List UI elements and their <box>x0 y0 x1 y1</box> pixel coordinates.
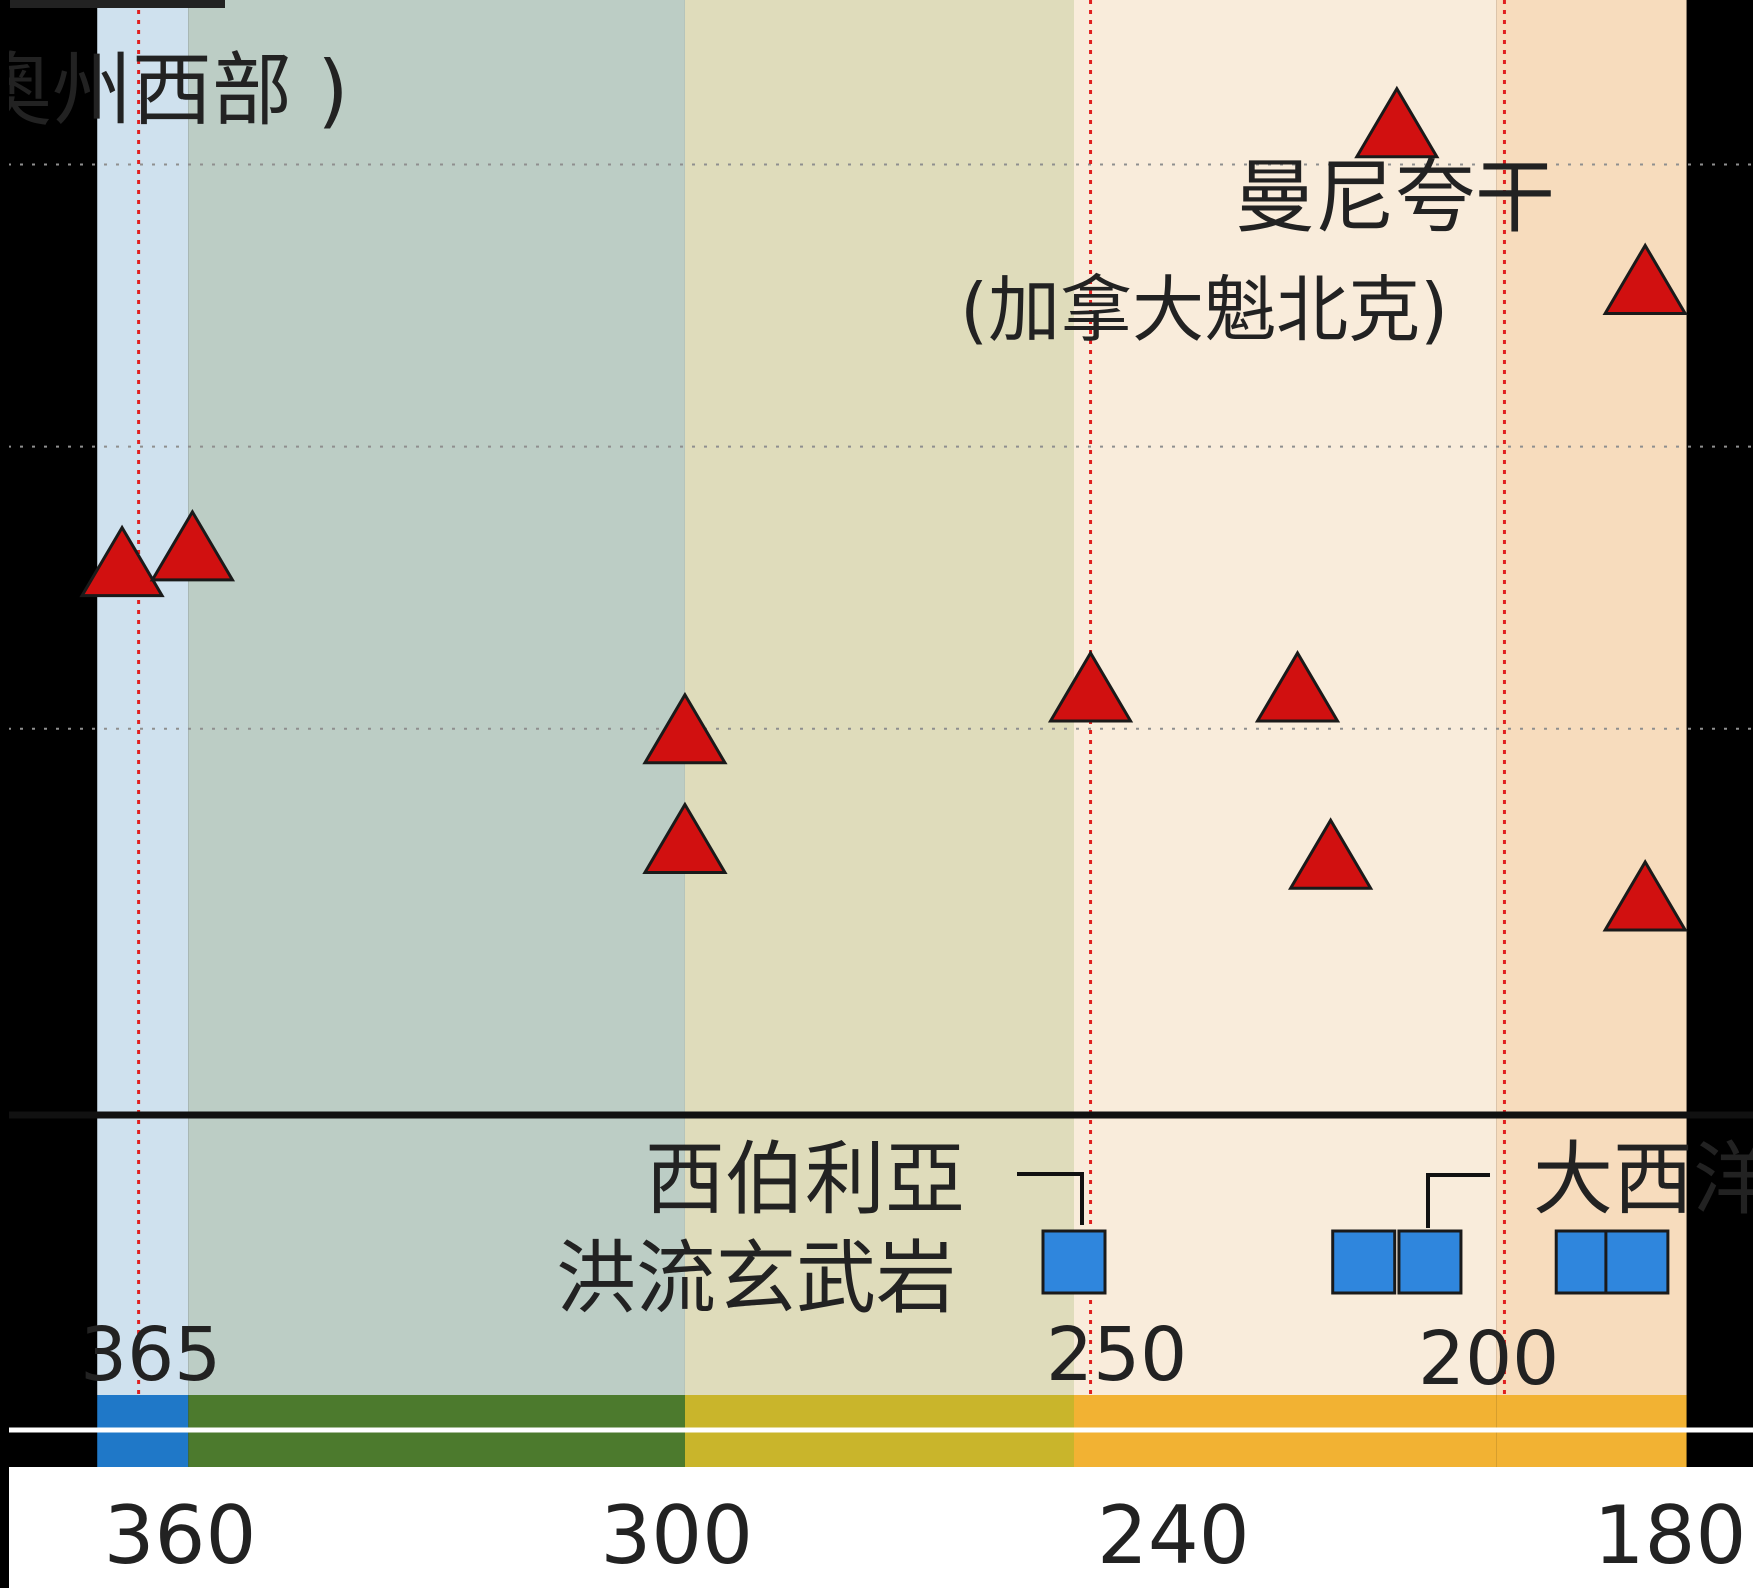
square-marker <box>1397 1229 1463 1295</box>
period-backgrounds <box>97 0 1687 1395</box>
period-bars <box>8 1395 1753 1588</box>
triangle-marker <box>1254 650 1341 723</box>
triangle-marker <box>642 691 728 765</box>
triangle-marker <box>1602 242 1688 315</box>
triangle-marker <box>1354 85 1440 159</box>
boundary-lines <box>137 0 1506 1467</box>
triangle-marker <box>79 524 165 598</box>
triangle-marker <box>149 508 236 582</box>
period-band-0 <box>97 0 189 1395</box>
period-band-2 <box>684 0 1074 1395</box>
x-tick-label: 360 <box>104 1489 257 1582</box>
left-edge-strip <box>0 0 9 1588</box>
x-axis-ticks: 360 300 240 180 <box>104 1489 1747 1582</box>
gridlines <box>8 163 1753 730</box>
annotation-siberia-line2: 洪流玄武岩 <box>556 1232 956 1325</box>
annotation-manicouagan: 曼尼夸干 <box>1235 151 1555 244</box>
boundary-label-200: 200 <box>1418 1316 1559 1402</box>
boundary-label-250: 250 <box>1046 1312 1187 1398</box>
triangle-marker <box>1047 650 1134 723</box>
x-tick-label: 240 <box>1097 1489 1250 1582</box>
x-tick-label: 300 <box>600 1489 753 1582</box>
annotation-siberia-line1: 西伯利亞 <box>645 1133 965 1226</box>
period-band-4 <box>1496 0 1687 1395</box>
atlantic-leader <box>1426 1173 1490 1228</box>
annotation-atlantic: 大西洋 <box>1533 1133 1753 1226</box>
clipped-title-fragment <box>10 0 225 8</box>
square-marker <box>1041 1229 1107 1295</box>
axis-background <box>8 1467 1753 1588</box>
square-marker <box>1604 1229 1670 1295</box>
triangle-marker <box>642 801 728 875</box>
annotation-quebec: (加拿大魁北克) <box>960 268 1448 352</box>
triangle-marker <box>1602 859 1688 932</box>
siberia-leader <box>1017 1172 1084 1225</box>
boundary-label-365: 365 <box>80 1312 221 1398</box>
annotation-west-australia: 奧州西部 ) <box>0 44 349 137</box>
period-band-1 <box>188 0 685 1395</box>
triangle-marker <box>1287 817 1374 890</box>
x-tick-label: 180 <box>1594 1489 1747 1582</box>
square-marker <box>1331 1229 1397 1295</box>
data-marks <box>79 85 1688 1295</box>
